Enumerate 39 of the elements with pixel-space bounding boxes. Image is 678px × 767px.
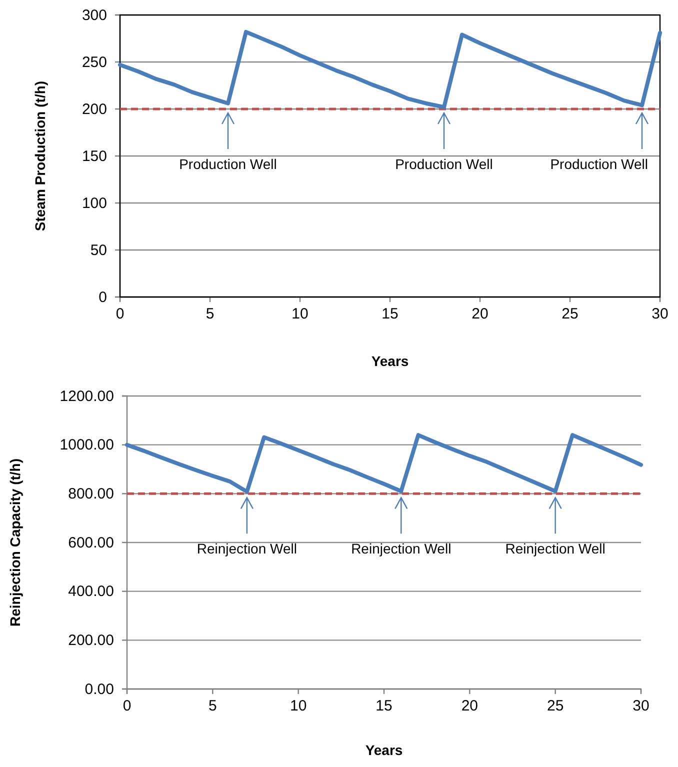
x-tick-label: 5 — [208, 698, 217, 715]
y-axis-title: Reinjection Capacity (t/h) — [7, 458, 23, 627]
annotation: Production Well — [395, 156, 493, 172]
x-tick-label: 20 — [461, 698, 478, 715]
y-tick-label: 600.00 — [68, 534, 114, 552]
x-tick-label: 30 — [632, 698, 650, 715]
y-tick-label: 300 — [82, 6, 107, 24]
y-tick-label: 100 — [82, 194, 107, 212]
x-tick-label: 15 — [376, 698, 392, 715]
x-tick-label: 25 — [562, 306, 578, 323]
x-tick-label: 10 — [292, 306, 308, 323]
y-tick-label: 800.00 — [68, 485, 114, 502]
x-axis-title: Years — [365, 742, 403, 758]
x-tick-label: 0 — [122, 698, 132, 715]
x-tick-label: 10 — [290, 698, 307, 715]
annotation: Reinjection Well — [351, 540, 452, 557]
line-series — [125, 433, 643, 494]
y-tick-label: 1200.00 — [60, 388, 114, 405]
y-tick-label: 200.00 — [68, 632, 114, 649]
x-tick-label: 20 — [472, 306, 488, 323]
annotation: Production Well — [550, 156, 648, 172]
y-tick-label: 0 — [98, 288, 107, 306]
line-series — [118, 30, 662, 110]
y-tick-label: 400.00 — [68, 583, 114, 600]
y-axis-title: Steam Production (t/h) — [32, 80, 48, 232]
y-tick-label: 200 — [82, 100, 107, 118]
annotation: Reinjection Well — [196, 540, 297, 557]
y-tick-label: 50 — [90, 242, 107, 259]
y-tick-label: 0.00 — [84, 680, 114, 698]
x-tick-label: 30 — [652, 306, 668, 323]
y-tick-label: 250 — [82, 54, 107, 71]
annotation: Reinjection Well — [505, 540, 606, 557]
y-tick-label: 1000.00 — [60, 436, 114, 454]
x-tick-label: 15 — [382, 306, 398, 323]
x-tick-label: 25 — [546, 698, 564, 715]
x-tick-label: 5 — [206, 306, 214, 323]
x-axis-title: Years — [371, 353, 409, 369]
y-tick-label: 150 — [82, 148, 107, 165]
annotation: Production Well — [179, 156, 277, 172]
